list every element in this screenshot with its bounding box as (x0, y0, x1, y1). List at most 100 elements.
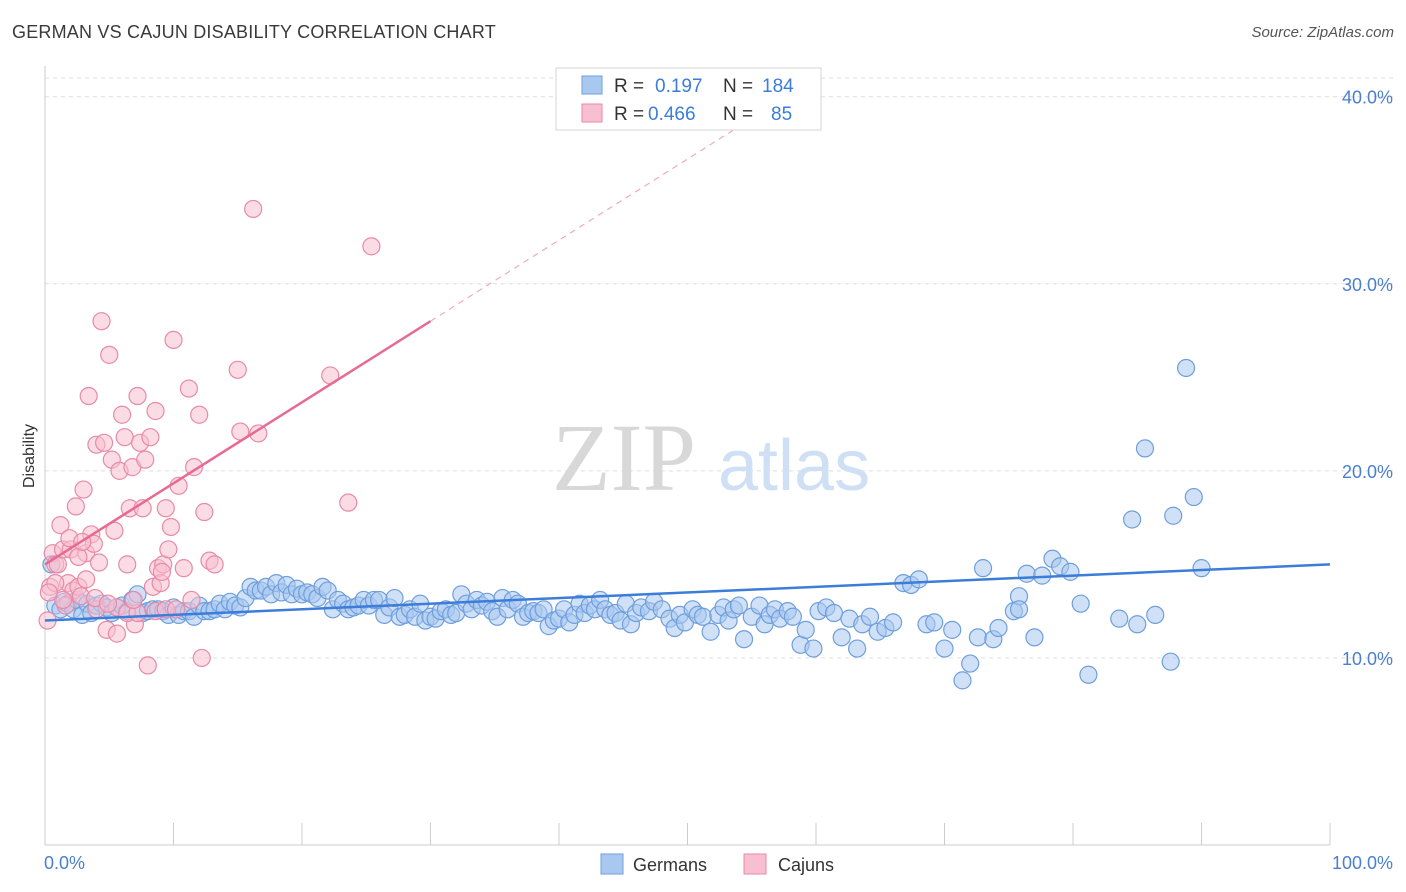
cajun-point (159, 540, 178, 559)
legend-swatch-germans (581, 75, 603, 95)
german-point (935, 639, 954, 658)
cajun-point (115, 428, 134, 447)
cajun-point (66, 497, 85, 516)
german-point (783, 607, 802, 626)
german-point (1025, 628, 1044, 647)
cajun-point (244, 199, 263, 219)
cajun-point (205, 555, 224, 574)
german-point (1161, 652, 1180, 671)
german-point (734, 630, 754, 649)
legend-n-value: 85 (771, 104, 792, 125)
legend-bottom: Germans Cajuns (600, 853, 834, 875)
cajun-point (136, 450, 155, 469)
cajun-point (112, 405, 132, 424)
german-point (860, 607, 880, 626)
watermark-zip: ZIP (552, 404, 696, 511)
watermark-atlas: atlas (718, 426, 870, 506)
cajun-point (339, 493, 358, 512)
german-point (1079, 665, 1098, 684)
legend-n-label: N = (723, 104, 753, 125)
german-point (961, 654, 980, 673)
tick-labels: 10.0% 20.0% 30.0% 40.0% 0.0% 100.0% (44, 88, 1393, 873)
german-point (1146, 605, 1165, 625)
cajun-point (77, 570, 96, 589)
german-point (1135, 439, 1155, 458)
german-point (824, 603, 844, 623)
german-point (1128, 615, 1147, 634)
cajun-point (39, 583, 58, 602)
cajun-point (89, 553, 109, 572)
cajun-point (105, 521, 124, 540)
trend-lines (44, 86, 1331, 622)
x-tick-label: 0.0% (44, 853, 85, 873)
watermark: ZIP atlas (552, 404, 870, 511)
cajun-point (51, 516, 70, 535)
german-point (1009, 600, 1029, 619)
german-point (1017, 564, 1036, 583)
cajun-point (100, 345, 119, 364)
cajuns-trend-line (44, 320, 432, 566)
cajun-point (69, 547, 88, 567)
y-tick-label: 30.0% (1342, 275, 1393, 295)
cajun-point (141, 428, 160, 447)
y-tick-label: 20.0% (1342, 462, 1393, 482)
german-point (701, 622, 720, 641)
german-point (953, 671, 972, 690)
cajun-point (118, 555, 137, 574)
legend-swatch-cajuns (581, 103, 603, 123)
german-point (909, 570, 928, 589)
german-point (796, 620, 815, 639)
german-point (1071, 594, 1090, 613)
legend-n-label: N = (723, 76, 753, 97)
german-point (729, 596, 749, 615)
german-point (1176, 358, 1196, 378)
cajun-point (146, 401, 165, 421)
german-point (1123, 510, 1142, 529)
german-point (385, 588, 404, 608)
legend-bottom-label-cajuns: Cajuns (778, 855, 834, 875)
cajun-point (249, 424, 268, 443)
legend-bottom-swatch-germans (600, 853, 624, 875)
germans-trend-line (44, 563, 1331, 622)
x-tick-label: 100.0% (1332, 853, 1393, 873)
cajun-point (107, 624, 127, 643)
legend-bottom-label-germans: Germans (633, 855, 707, 875)
cajun-point (190, 405, 209, 424)
german-point (989, 618, 1008, 638)
german-point (848, 639, 867, 658)
source-credit: Source: ZipAtlas.com (1251, 24, 1394, 41)
cajun-point (128, 386, 147, 406)
cajun-point (156, 499, 175, 518)
cajun-point (152, 562, 172, 581)
german-point (1110, 609, 1129, 628)
y-tick-label: 40.0% (1342, 88, 1393, 108)
german-point (693, 607, 713, 626)
cajun-point (184, 458, 204, 477)
cajun-point (161, 517, 181, 537)
cajun-point (92, 312, 111, 331)
cajun-point (79, 386, 98, 406)
cajun-point (182, 590, 201, 610)
chart-title: GERMAN VS CAJUN DISABILITY CORRELATION C… (12, 22, 496, 42)
cajun-point (74, 480, 93, 499)
cajun-point (164, 330, 183, 350)
cajun-point (53, 590, 73, 610)
y-tick-label: 10.0% (1342, 649, 1393, 669)
legend-r-label: R = (614, 104, 644, 125)
legend-r-label: R = (614, 76, 644, 97)
cajun-point (174, 559, 193, 578)
cajun-point (228, 360, 247, 379)
german-point (925, 613, 944, 632)
german-point (1192, 559, 1211, 578)
cajun-point (192, 648, 211, 668)
cajun-point (195, 502, 214, 522)
cajun-point (179, 379, 199, 398)
legend-n-value: 184 (762, 76, 794, 97)
cajun-point (95, 433, 114, 452)
german-point (973, 559, 993, 578)
german-point (832, 628, 851, 647)
legend-r-value: 0.466 (648, 104, 696, 125)
cajun-point (98, 594, 118, 613)
y-axis-label: Disability (21, 424, 38, 488)
cajun-point (124, 590, 143, 610)
